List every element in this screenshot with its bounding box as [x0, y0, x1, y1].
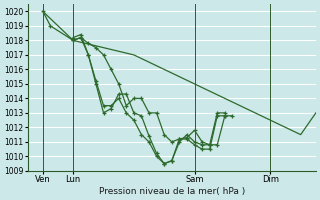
X-axis label: Pression niveau de la mer( hPa ): Pression niveau de la mer( hPa )	[99, 187, 245, 196]
